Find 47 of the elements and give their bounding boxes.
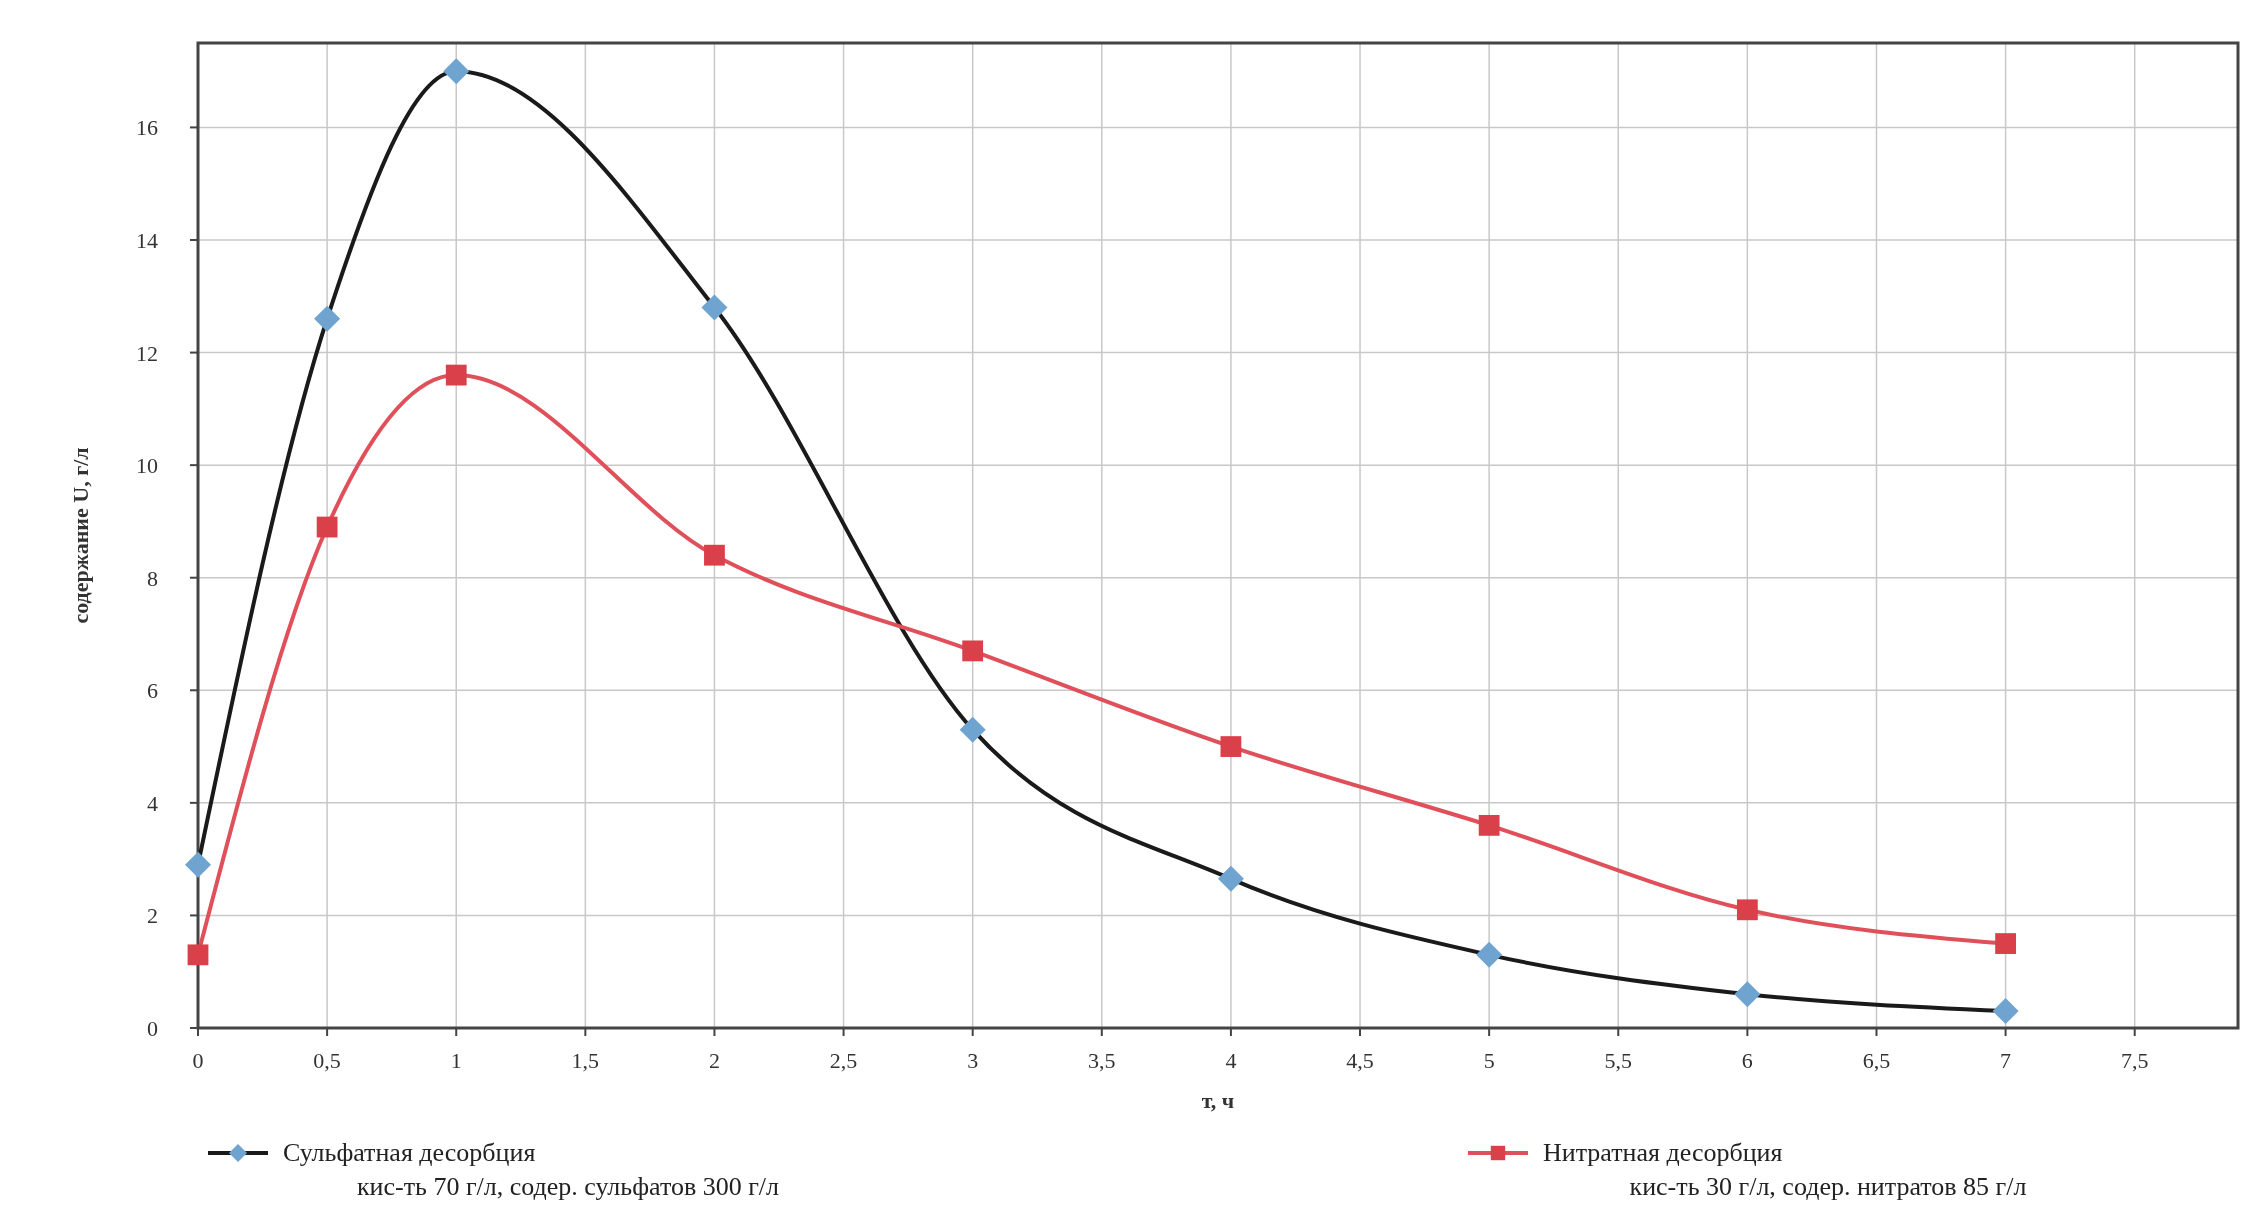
x-tick-label: 4 [1225,1048,1237,1073]
point [1220,736,1242,757]
point [185,851,211,878]
y-tick-label: 0 [147,1016,158,1041]
point [1734,981,1761,1008]
y-tick-label: 4 [147,790,158,816]
point [187,944,209,966]
x-tick-label: 2 [708,1048,720,1073]
point [1736,899,1758,921]
x-tick-label: 7,5 [2120,1048,2149,1073]
legend-label: Нитратная десорбция кис-ть 30 г/л, содер. нитратов 85 г/л [1543,1138,2027,1201]
y-axis-title: содержание U, г/л [68,447,93,624]
y-tick-label: 12 [136,340,158,366]
point [962,640,984,662]
point [314,305,341,332]
x-tick-label: 1 [450,1048,462,1073]
y-tick-label: 8 [147,565,158,591]
x-tick-label: 5 [1483,1048,1495,1073]
x-axis-title: т, ч [1201,1088,1235,1113]
point [1217,865,1244,892]
x-tick-label: 4,5 [1346,1048,1374,1073]
point [959,716,986,743]
x-tick-label: 3 [967,1048,979,1073]
y-tick-label: 2 [147,903,158,929]
point [1995,933,2016,954]
x-tick-label: 0,5 [313,1048,341,1073]
x-tick-label: 1,5 [571,1048,600,1073]
y-tick-label: 6 [147,678,158,704]
point [445,364,467,386]
y-tick-label: 14 [136,228,158,253]
point [704,544,725,566]
x-tick-label: 5,5 [1604,1048,1632,1073]
x-tick-label: 6 [1741,1048,1753,1073]
point [1478,814,1500,836]
legend-label: Сульфатная десорбция кис-ть 70 г/л, содер. сульфатов 300 г/л [283,1138,780,1201]
x-tick-label: 6,5 [1862,1048,1891,1073]
y-tick-label: 16 [136,115,158,141]
x-tick-label: 7 [2000,1048,2012,1073]
point [1992,998,2019,1025]
x-tick-label: 0 [192,1048,204,1073]
point [1476,941,1503,968]
point [443,58,470,85]
y-tick-label: 10 [136,453,158,479]
x-tick-label: 2,5 [829,1048,858,1073]
x-tick-label: 3,5 [1088,1048,1116,1073]
point [701,294,728,321]
point [316,516,338,538]
